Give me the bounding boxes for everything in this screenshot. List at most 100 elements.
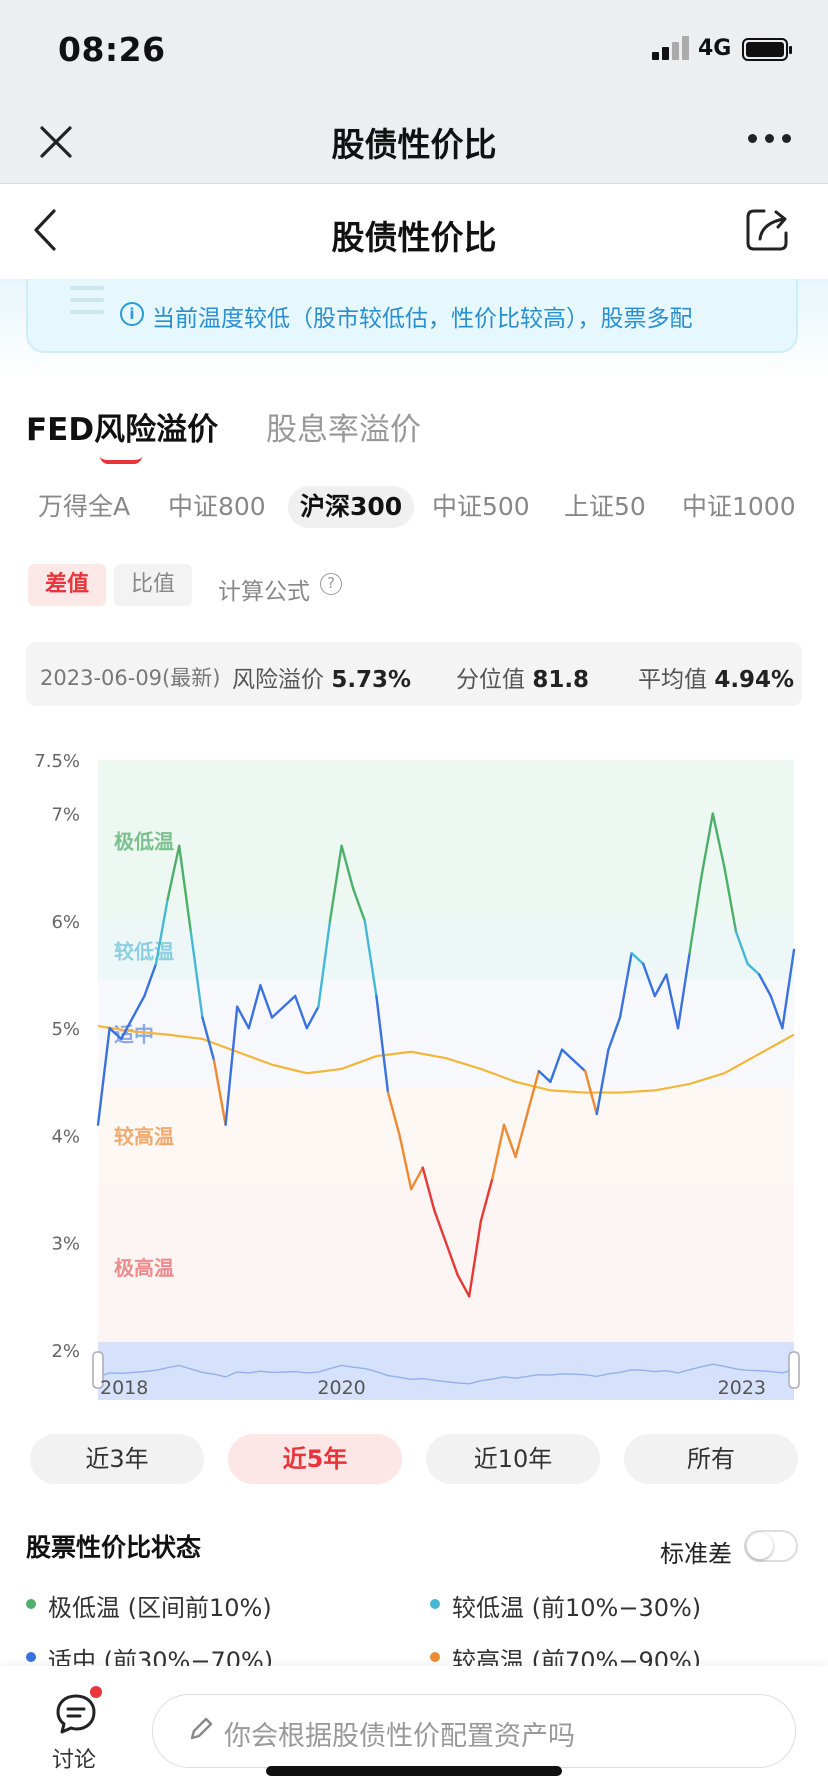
series-segment <box>560 1048 575 1062</box>
y-tick-label-2: 6% <box>51 912 80 933</box>
band-1 <box>98 920 794 980</box>
band-label-2: 适中 <box>114 1023 154 1047</box>
series-segment <box>340 844 355 890</box>
temperature-bands <box>98 760 794 1350</box>
signal-icon <box>652 36 690 60</box>
info-banner <box>26 279 798 353</box>
series-segment <box>166 844 181 901</box>
y-tick-label-3: 5% <box>51 1019 80 1040</box>
series-segment <box>131 994 146 1019</box>
series-segment <box>653 973 668 998</box>
series-segment <box>526 1069 540 1116</box>
index-tab-hs300[interactable]: 沪深300 <box>288 486 415 528</box>
tab-dividend-premium[interactable]: 股息率溢价 <box>266 412 421 448</box>
series-segment <box>769 994 784 1030</box>
formula-link[interactable]: 计算公式 <box>218 579 310 605</box>
index-tab-sse50[interactable]: 上证50 <box>564 492 646 521</box>
discuss-label[interactable]: 讨论 <box>52 1748 97 1773</box>
navigator-year-label-1: 2020 <box>317 1377 365 1399</box>
series-segment <box>363 919 378 998</box>
series-segment <box>410 1166 424 1191</box>
y-tick-label-5: 3% <box>51 1234 80 1255</box>
help-icon[interactable]: ? <box>320 573 342 595</box>
chat-bubble-icon[interactable] <box>54 1692 98 1736</box>
series-segment <box>119 1016 135 1041</box>
state-section-title: 股票性价比状态 <box>26 1533 202 1562</box>
series-segment <box>247 984 262 1030</box>
navigator-year-label-2: 2023 <box>718 1377 766 1399</box>
y-tick-label-6: 2% <box>51 1341 80 1362</box>
series-segment <box>421 1166 436 1212</box>
stat-date: 2023-06-09(最新) <box>40 666 221 690</box>
series-segment <box>328 844 343 923</box>
series-segment <box>375 994 390 1094</box>
series-segment <box>398 1134 413 1191</box>
stat-risk-premium: 风险溢价 5.73% <box>232 667 412 693</box>
band-3 <box>98 1087 794 1184</box>
page-header: 股债性价比 <box>0 185 828 279</box>
series-segment <box>700 812 714 880</box>
legend-dot-very-low <box>26 1599 36 1609</box>
navigator-window <box>98 1342 794 1400</box>
series-segment <box>143 962 158 998</box>
navigator-line <box>97 1363 795 1385</box>
series-segment <box>711 812 726 869</box>
series-segment <box>723 866 738 933</box>
index-tab-csi800[interactable]: 中证800 <box>168 492 266 521</box>
band-label-0: 极低温 <box>114 829 174 853</box>
active-tab-indicator <box>100 456 142 464</box>
series-segment <box>96 1026 111 1126</box>
band-label-4: 极高温 <box>114 1256 174 1280</box>
index-tab-wind-all-a[interactable]: 万得全A <box>38 492 131 521</box>
legend-dot-neutral <box>26 1652 36 1662</box>
legend-low: 较低温 (前10%−30%) <box>452 1594 702 1622</box>
series-segment <box>317 919 332 1008</box>
series-segment <box>468 1220 482 1298</box>
legend-dot-high <box>430 1652 440 1662</box>
stat-average: 平均值 4.94% <box>638 667 795 693</box>
series-segment <box>758 973 772 998</box>
std-toggle[interactable] <box>744 1530 798 1562</box>
series-segment <box>630 951 645 966</box>
back-icon[interactable] <box>28 205 68 255</box>
series-segment <box>642 962 656 998</box>
notification-dot <box>90 1686 102 1698</box>
range-navigator[interactable]: 2018 2020 2023 <box>92 1342 800 1400</box>
share-icon[interactable] <box>742 205 794 255</box>
stats-bar: 2023-06-09(最新) 风险溢价 5.73% 分位值 81.8 平均值 4… <box>26 642 802 706</box>
navigator-handle-left <box>92 1351 104 1389</box>
series-segment <box>201 1016 216 1062</box>
series-segment <box>154 898 169 966</box>
y-tick-label-4: 4% <box>51 1126 80 1147</box>
series-segment <box>618 951 633 1019</box>
series-segment <box>212 1059 227 1126</box>
more-icon[interactable] <box>748 134 792 148</box>
range-all-button[interactable]: 所有 <box>624 1434 798 1484</box>
std-label: 标准差 <box>660 1540 732 1568</box>
range-5y-button[interactable]: 近5年 <box>228 1434 402 1484</box>
comment-placeholder: 你会根据股债性价配置资产吗 <box>224 1721 575 1752</box>
mode-difference-button[interactable]: 差值 <box>28 564 106 606</box>
tab-fed-risk-premium[interactable]: FED风险溢价 <box>26 412 219 448</box>
series-segment <box>177 844 193 933</box>
series-segment <box>224 1005 239 1126</box>
risk-premium-line <box>96 812 796 1298</box>
range-10y-button[interactable]: 近10年 <box>426 1434 600 1484</box>
comment-input[interactable] <box>152 1694 796 1768</box>
series-segment <box>781 948 796 1030</box>
series-segment <box>572 1059 587 1073</box>
index-tab-csi1000[interactable]: 中证1000 <box>682 492 796 521</box>
series-segment <box>676 951 691 1030</box>
series-segment <box>734 930 749 966</box>
close-icon[interactable] <box>34 120 78 164</box>
series-segment <box>456 1273 471 1298</box>
series-segment <box>305 1005 320 1030</box>
series-segment <box>189 930 204 1019</box>
range-3y-button[interactable]: 近3年 <box>30 1434 204 1484</box>
mode-ratio-button[interactable]: 比值 <box>114 564 192 606</box>
series-segment <box>688 876 703 955</box>
navigator-year-label-0: 2018 <box>100 1377 148 1399</box>
index-tab-csi500[interactable]: 中证500 <box>432 492 530 521</box>
